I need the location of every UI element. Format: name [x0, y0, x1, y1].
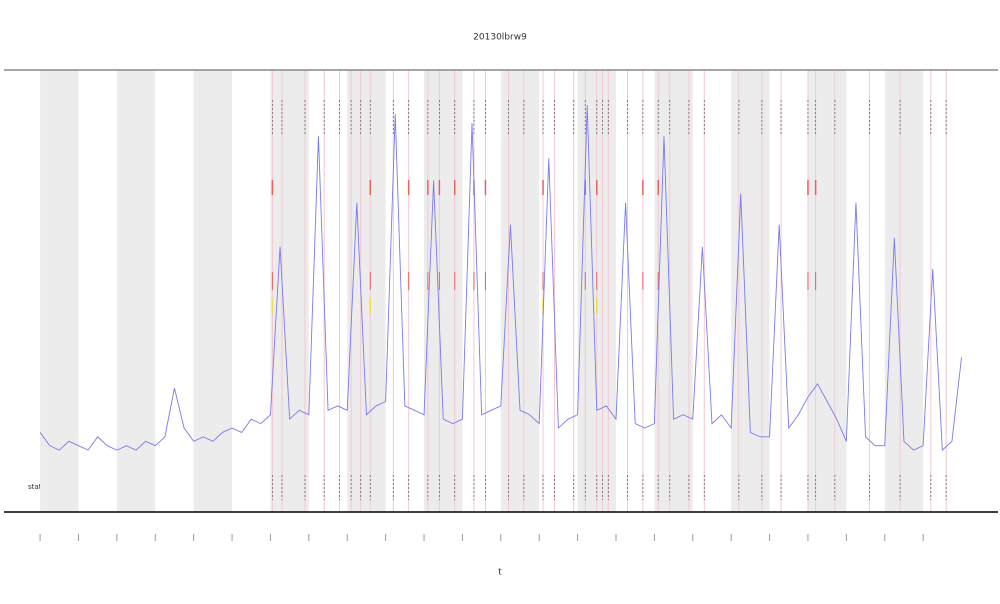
shaded-band [731, 70, 770, 512]
shaded-band [270, 70, 309, 512]
chart-title: 20130lbrw9 [473, 33, 527, 43]
shaded-band [807, 70, 847, 512]
x-axis-label: t [498, 568, 502, 578]
series-line [39, 105, 962, 452]
shaded-band [424, 70, 463, 512]
shaded-band [654, 70, 693, 512]
shaded-band [116, 70, 156, 512]
shaded-band [884, 70, 924, 512]
shaded-band [347, 70, 386, 512]
shaded-band [193, 70, 233, 512]
shaded-band [40, 70, 79, 512]
